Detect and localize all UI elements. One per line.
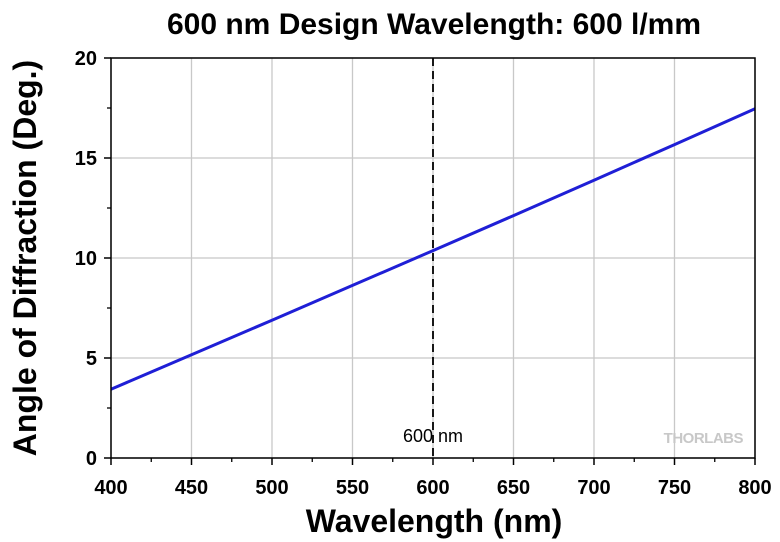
vline-label: 600 nm: [403, 426, 463, 446]
series-line-0: [110, 107, 756, 391]
y-tick-label: 20: [75, 48, 97, 70]
y-tick-label: 15: [75, 148, 97, 170]
y-axis-label: Angle of Diffraction (Deg.): [7, 60, 43, 456]
x-tick-label: 800: [738, 477, 771, 499]
series-layer: [110, 107, 756, 391]
y-tick-label: 10: [75, 248, 97, 270]
x-tick-label: 700: [577, 477, 610, 499]
x-tick-label: 500: [255, 477, 288, 499]
x-tick-label: 650: [497, 477, 530, 499]
x-tick-label: 600: [416, 477, 449, 499]
y-tick-label: 0: [86, 448, 97, 470]
x-tick-label: 550: [336, 477, 369, 499]
annotations: 600 nm: [403, 58, 463, 458]
watermark-logo: THORLABS: [664, 430, 744, 447]
axis-ticks: 400 450 500 550 600 650 700 750 800 0 5 10 15 20: [75, 48, 772, 499]
x-tick-label: 400: [94, 477, 127, 499]
chart-title: 600 nm Design Wavelength: 600 l/mm: [167, 8, 701, 41]
x-axis-label: Wavelength (nm): [306, 503, 563, 539]
y-tick-label: 5: [86, 348, 97, 370]
x-tick-label: 450: [175, 477, 208, 499]
x-tick-label: 750: [658, 477, 691, 499]
